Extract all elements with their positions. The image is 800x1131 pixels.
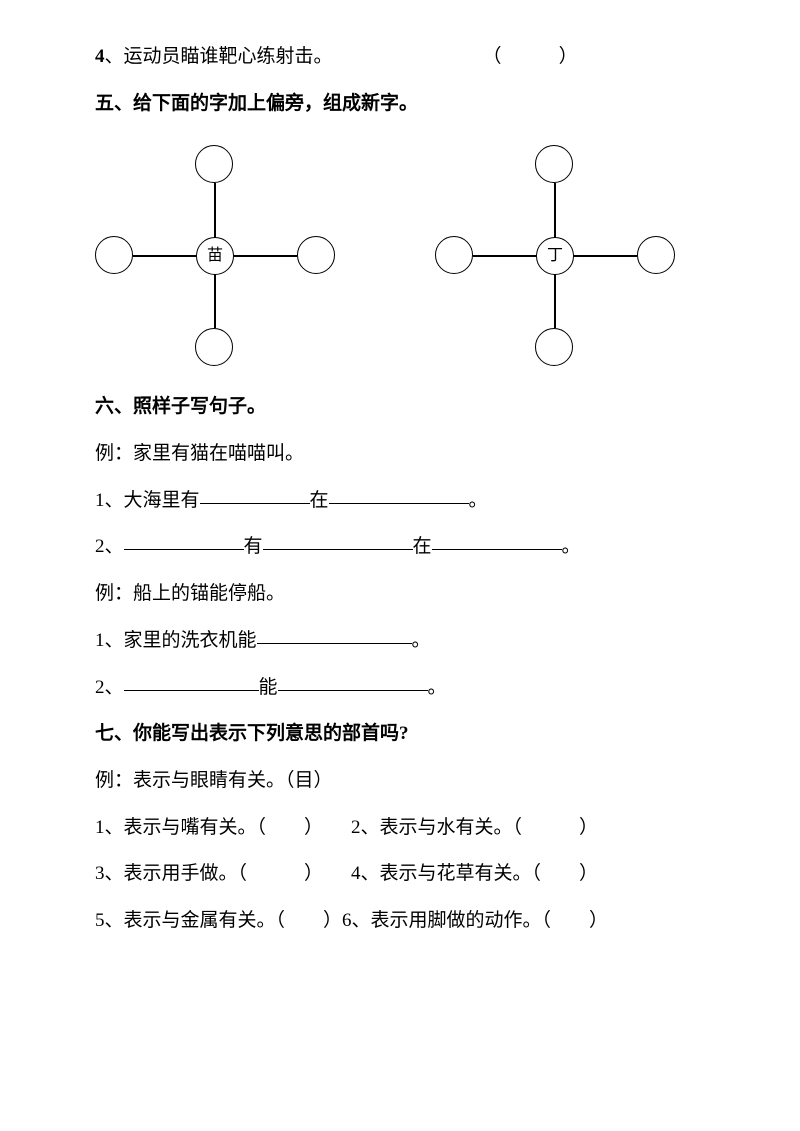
q4-text: 运动员瞄谁靶心练射击。: [124, 46, 333, 67]
section-7-row-2: 3、表示用手做。（ ） 4、表示与花草有关。（ ）: [95, 852, 705, 896]
section-7-q1[interactable]: 1、表示与嘴有关。（ ）: [95, 817, 323, 838]
section-6-title: 六、照样子写句子。: [95, 385, 705, 429]
diagram-line: [234, 255, 297, 257]
diagram-line: [133, 255, 196, 257]
diagram-circle-bottom[interactable]: [535, 328, 573, 366]
section-7-q5[interactable]: 5、表示与金属有关。（ ）: [95, 910, 342, 931]
diagram-circle-bottom[interactable]: [195, 328, 233, 366]
section-6-q1: 1、大海里有在。: [95, 479, 705, 523]
diagram-center: 苗: [196, 237, 234, 275]
diagram-circle-right[interactable]: [297, 236, 335, 274]
fill-blank[interactable]: [278, 670, 428, 691]
diagram-miao: 苗: [95, 145, 335, 365]
section-6-example-2: 例：船上的锚能停船。: [95, 572, 705, 616]
diagram-line: [473, 255, 536, 257]
diagram-line: [554, 183, 556, 238]
section-6-q2: 2、有在。: [95, 525, 705, 569]
fill-blank[interactable]: [432, 530, 562, 551]
section-7-q3[interactable]: 3、表示用手做。（ ）: [95, 863, 323, 884]
section-7-row-3: 5、表示与金属有关。（ ）6、表示用脚做的动作。（ ）: [95, 899, 705, 943]
section-6-example-1: 例：家里有猫在喵喵叫。: [95, 432, 705, 476]
diagram-circle-left[interactable]: [95, 236, 133, 274]
diagram-line: [554, 273, 556, 328]
diagrams-container: 苗 丁: [95, 145, 705, 365]
diagram-ding: 丁: [435, 145, 675, 365]
diagram-circle-top[interactable]: [535, 145, 573, 183]
diagram-center: 丁: [536, 237, 574, 275]
section-7-example: 例：表示与眼睛有关。（目）: [95, 759, 705, 803]
section-6-q4: 2、能。: [95, 666, 705, 710]
section-7-title: 七、你能写出表示下列意思的部首吗?: [95, 712, 705, 756]
fill-blank[interactable]: [124, 530, 244, 551]
fill-blank[interactable]: [124, 670, 259, 691]
diagram-line: [214, 273, 216, 328]
diagram-circle-left[interactable]: [435, 236, 473, 274]
fill-blank[interactable]: [329, 483, 469, 504]
q4-num: 4: [95, 46, 105, 67]
q4-sep: 、: [105, 46, 124, 67]
section-6-q3: 1、家里的洗衣机能。: [95, 619, 705, 663]
section-7-row-1: 1、表示与嘴有关。（ ） 2、表示与水有关。（ ）: [95, 806, 705, 850]
section-7-q2[interactable]: 2、表示与水有关。（ ）: [351, 817, 598, 838]
q4-paren[interactable]: （ ）: [483, 35, 578, 79]
section-7-q6[interactable]: 6、表示用脚做的动作。（ ）: [342, 910, 608, 931]
fill-blank[interactable]: [200, 483, 310, 504]
section-5-title: 五、给下面的字加上偏旁，组成新字。: [95, 82, 705, 126]
question-4: 4、运动员瞄谁靶心练射击。 （ ）: [95, 35, 705, 79]
diagram-line: [214, 183, 216, 238]
diagram-circle-right[interactable]: [637, 236, 675, 274]
diagram-line: [574, 255, 637, 257]
diagram-circle-top[interactable]: [195, 145, 233, 183]
fill-blank[interactable]: [263, 530, 413, 551]
fill-blank[interactable]: [257, 623, 412, 644]
section-7-q4[interactable]: 4、表示与花草有关。（ ）: [351, 863, 598, 884]
